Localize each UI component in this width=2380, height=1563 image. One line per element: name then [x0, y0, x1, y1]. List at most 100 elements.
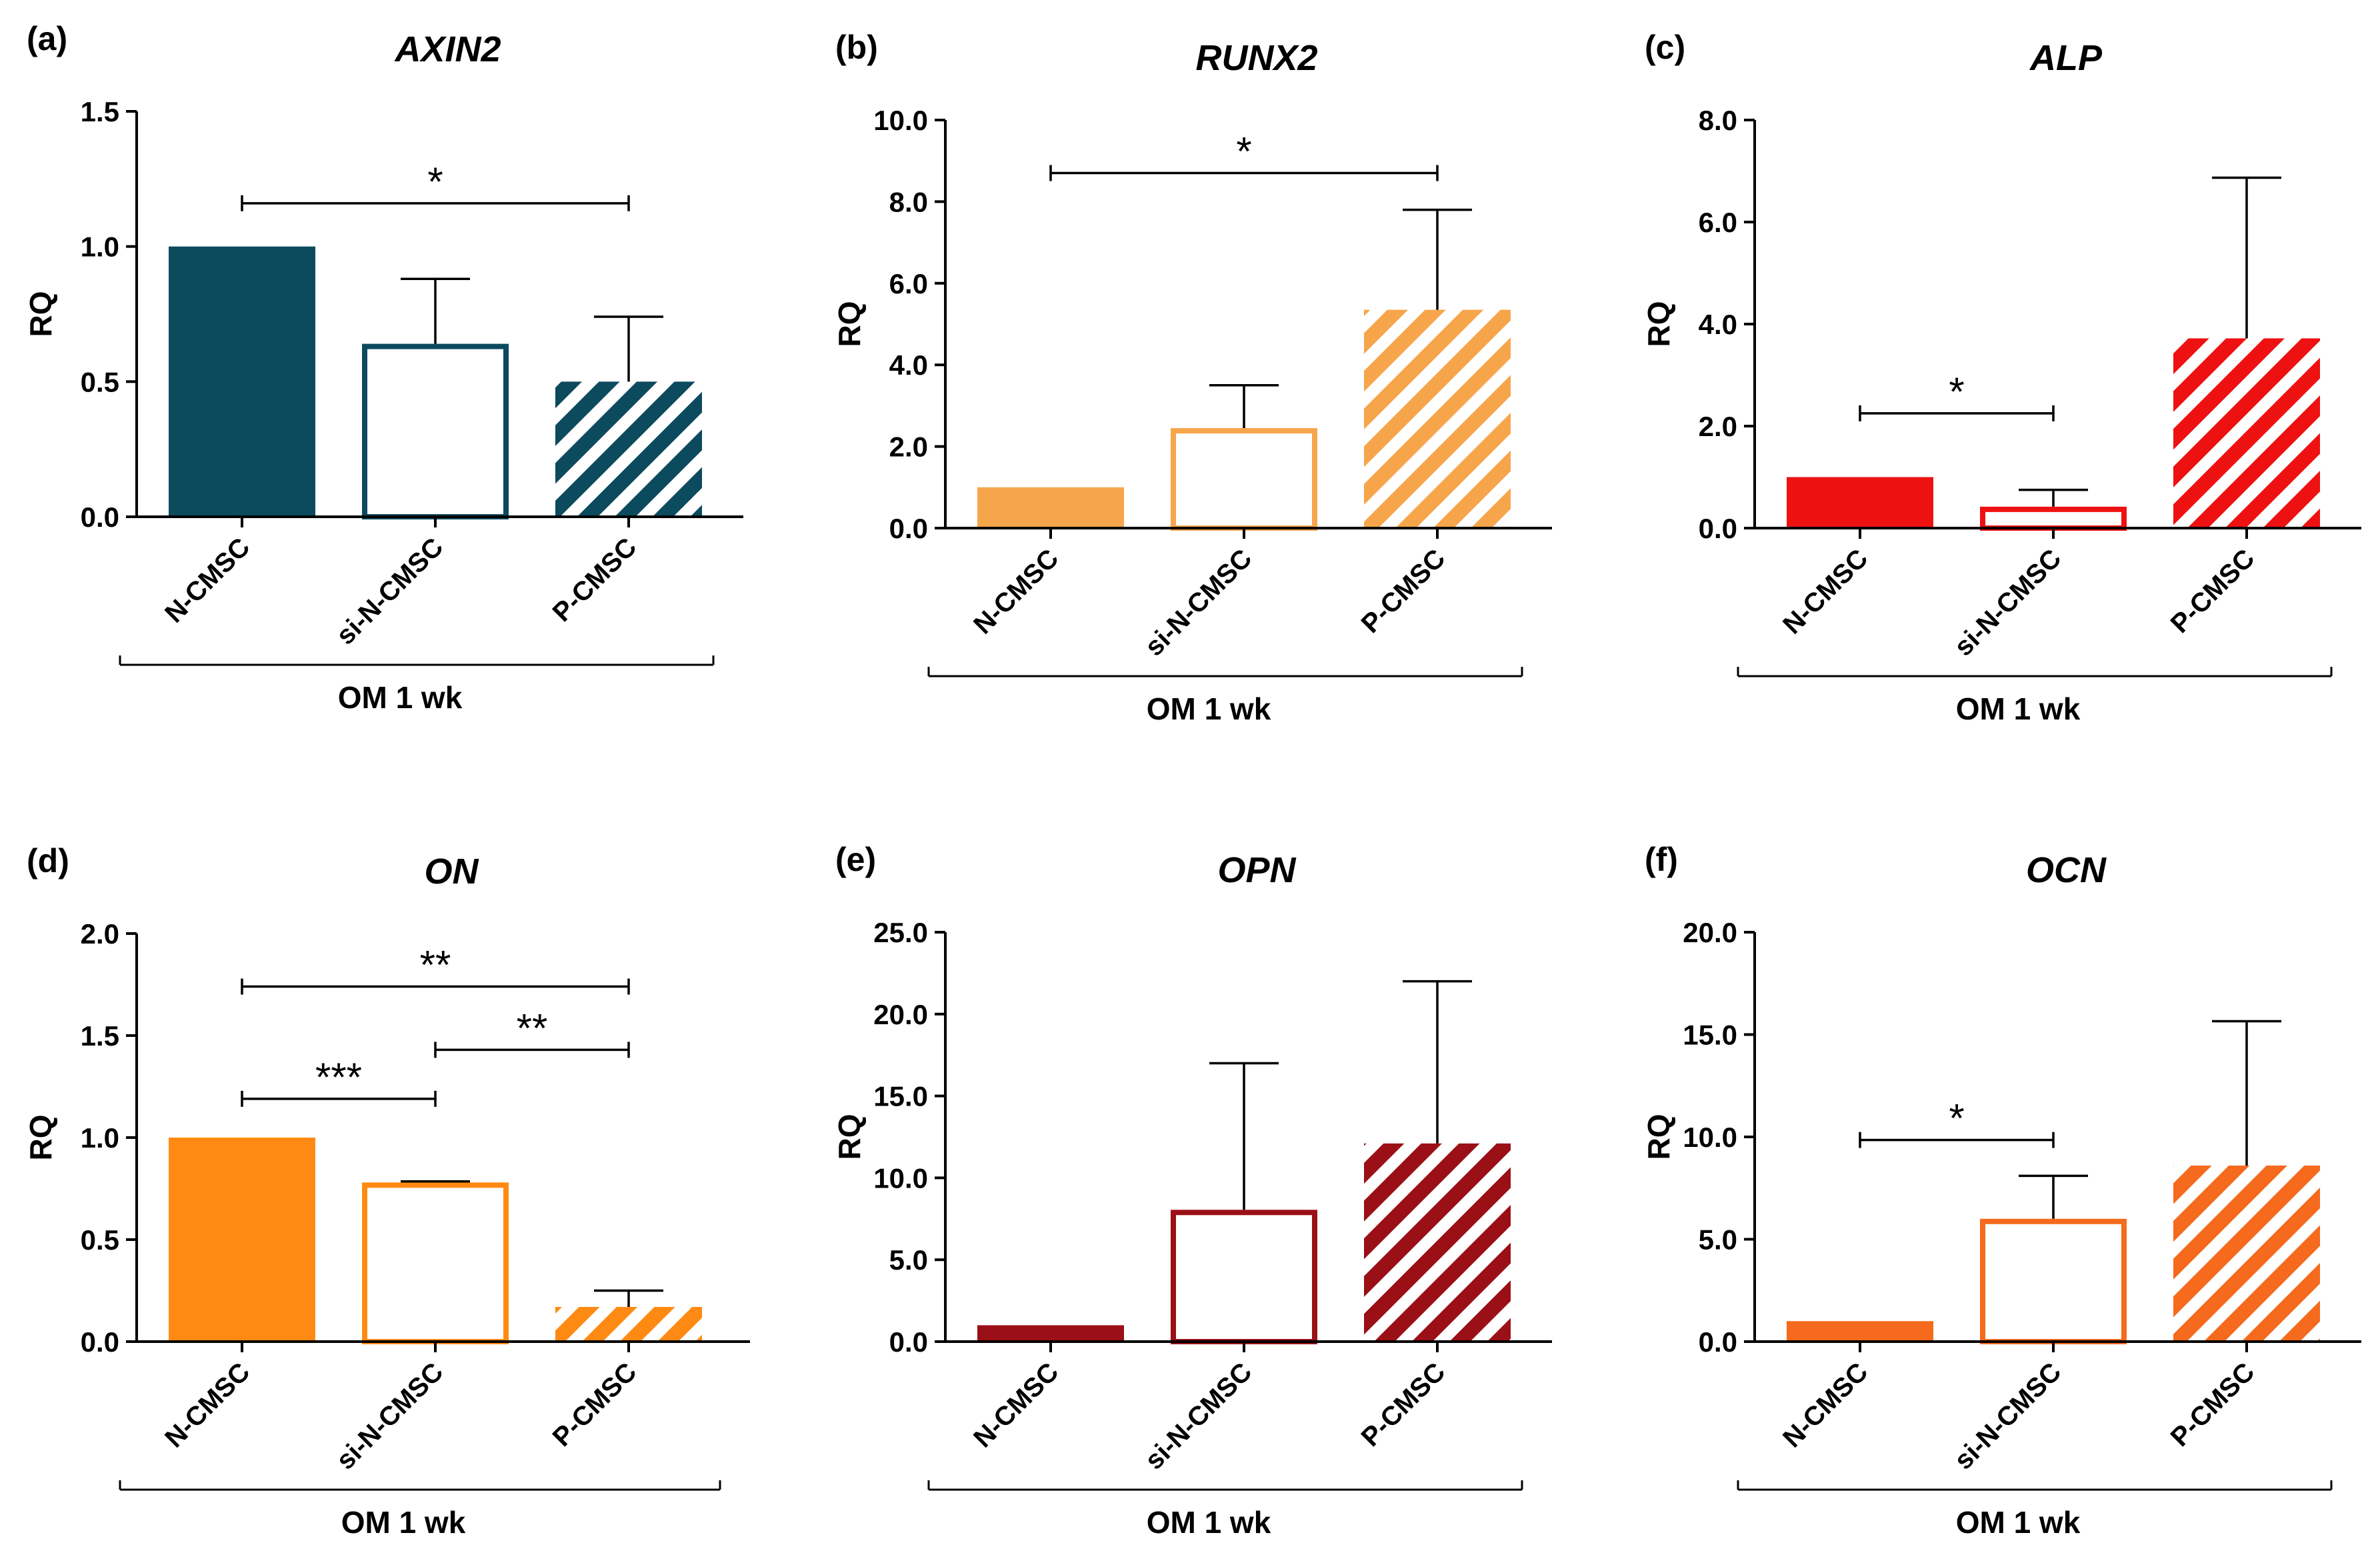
group-label: OM 1 wk [1956, 1505, 2081, 1540]
group-label: OM 1 wk [1147, 691, 1271, 726]
y-tick-label: 2.0 [889, 431, 928, 463]
chart-panel-b: (b) RUNX2 RQ 0.0 2.0 4.0 6.0 8.0 10.0 N-CMSC si-N-… [832, 29, 1552, 726]
x-tick-label: si-N-CMSC [1139, 1357, 1257, 1475]
bar-p-cmsc [1364, 309, 1511, 528]
y-tick-label: 0.5 [81, 366, 119, 397]
chart-panel-e: (e) OPN RQ 0.0 5.0 10.0 15.0 20.0 25.0 N-CMSC si-N… [832, 841, 1552, 1540]
bar-p-cmsc [2173, 1165, 2320, 1342]
x-tick-label: P-CMSC [1356, 1357, 1451, 1452]
panel-label: (c) [1645, 29, 1685, 66]
y-tick-label: 1.0 [81, 1122, 119, 1154]
chart-panel-a: (a) AXIN2 RQ 0.0 0.5 1.0 1.5 N-CMSC si-N-CMSC P-C… [23, 20, 743, 715]
y-tick-label: 10.0 [873, 105, 928, 136]
y-tick-label: 20.0 [873, 999, 928, 1030]
y-tick-label: 8.0 [1699, 105, 1737, 136]
y-tick-label: 0.0 [889, 1326, 928, 1358]
y-tick-label: 15.0 [1683, 1020, 1737, 1051]
bar-si-n-cmsc [1980, 506, 2127, 531]
chart-title: AXIN2 [393, 29, 501, 69]
bar-si-n-cmsc [1171, 1210, 1317, 1344]
bar-p-cmsc [555, 1306, 702, 1342]
y-tick-label: 5.0 [889, 1244, 928, 1276]
chart-title: OCN [2026, 850, 2107, 890]
x-tick-label: P-CMSC [1356, 543, 1451, 639]
group-label: OM 1 wk [1956, 691, 2081, 726]
y-tick-label: 0.0 [1699, 1326, 1737, 1358]
bar-si-n-cmsc [1980, 1218, 2127, 1345]
bar-si-n-cmsc [362, 1182, 509, 1344]
group-label: OM 1 wk [1147, 1505, 1271, 1540]
x-tick-label: N-CMSC [159, 1357, 255, 1453]
x-tick-label: P-CMSC [2165, 543, 2261, 639]
x-tick-label: si-N-CMSC [331, 1357, 449, 1475]
y-tick-label: 2.0 [1699, 411, 1737, 442]
y-tick-label: 1.5 [81, 96, 119, 127]
y-axis-label: RQ [832, 301, 867, 347]
y-tick-label: 5.0 [1699, 1224, 1737, 1256]
x-tick-label: N-CMSC [968, 1357, 1064, 1453]
bar-n-cmsc [169, 1138, 315, 1342]
y-tick-label: 2.0 [81, 918, 119, 950]
y-tick-label: 10.0 [1683, 1122, 1737, 1153]
chart-title: ALP [2029, 38, 2103, 78]
significance-label: ** [420, 943, 451, 988]
significance-label: * [1949, 369, 1964, 414]
y-axis-label: RQ [23, 1115, 58, 1161]
chart-panel-d: (d) ON RQ 0.0 0.5 1.0 1.5 2.0 N-CMSC si-N-CMSC P-C… [23, 842, 750, 1540]
y-tick-label: 25.0 [873, 917, 928, 948]
bar-n-cmsc [977, 487, 1124, 528]
x-tick-label: si-N-CMSC [1949, 543, 2067, 661]
x-tick-label: N-CMSC [1777, 1357, 1873, 1453]
bar-n-cmsc [977, 1325, 1124, 1342]
bar-si-n-cmsc [1171, 428, 1317, 531]
chart-panel-c: (c) ALP RQ 0.0 2.0 4.0 6.0 8.0 N-CMSC si-N-CMSC P-… [1641, 29, 2361, 726]
significance-label: ** [517, 1006, 548, 1050]
y-tick-label: 4.0 [889, 349, 928, 381]
x-tick-label: P-CMSC [2165, 1357, 2261, 1452]
x-tick-label: si-N-CMSC [1949, 1357, 2067, 1475]
bar-p-cmsc [555, 381, 702, 517]
panel-label: (f) [1645, 841, 1678, 878]
x-tick-label: si-N-CMSC [1139, 543, 1257, 661]
chart-title: OPN [1217, 850, 1296, 890]
significance-label: * [1949, 1096, 1964, 1141]
y-tick-label: 8.0 [889, 186, 928, 217]
y-axis-label: RQ [1641, 301, 1676, 347]
significance-label: * [1236, 129, 1251, 174]
y-tick-label: 0.0 [1699, 513, 1737, 544]
significance-label: *** [315, 1055, 362, 1100]
panel-label: (d) [27, 842, 69, 880]
significance-label: * [427, 159, 443, 204]
y-tick-label: 20.0 [1683, 917, 1737, 948]
y-tick-label: 4.0 [1699, 309, 1737, 340]
panel-label: (a) [27, 20, 67, 57]
bar-si-n-cmsc [362, 343, 509, 519]
y-axis-label: RQ [1641, 1114, 1676, 1160]
chart-panel-f: (f) OCN RQ 0.0 5.0 10.0 15.0 20.0 N-CMSC si-N-CMS… [1641, 841, 2361, 1540]
x-tick-label: N-CMSC [968, 543, 1064, 639]
bar-n-cmsc [1787, 1321, 1933, 1342]
chart-title: ON [425, 852, 479, 892]
bar-p-cmsc [1364, 1143, 1511, 1342]
y-axis-label: RQ [23, 291, 58, 337]
y-tick-label: 0.0 [81, 501, 119, 533]
x-tick-label: N-CMSC [1777, 543, 1873, 639]
chart-title: RUNX2 [1195, 38, 1317, 78]
bar-p-cmsc [2173, 338, 2320, 528]
panel-label: (b) [835, 29, 878, 66]
panel-label: (e) [835, 841, 876, 878]
y-tick-label: 6.0 [889, 268, 928, 299]
y-tick-label: 0.5 [81, 1224, 119, 1256]
x-tick-label: N-CMSC [159, 532, 255, 628]
y-tick-label: 6.0 [1699, 207, 1737, 238]
y-tick-label: 15.0 [873, 1081, 928, 1112]
x-tick-label: P-CMSC [547, 532, 643, 627]
y-tick-label: 1.0 [81, 231, 119, 263]
y-tick-label: 0.0 [889, 513, 928, 544]
x-tick-label: P-CMSC [547, 1357, 643, 1452]
bar-n-cmsc [169, 246, 315, 517]
y-axis-label: RQ [832, 1114, 867, 1160]
group-label: OM 1 wk [341, 1505, 466, 1540]
y-tick-label: 0.0 [81, 1326, 119, 1358]
